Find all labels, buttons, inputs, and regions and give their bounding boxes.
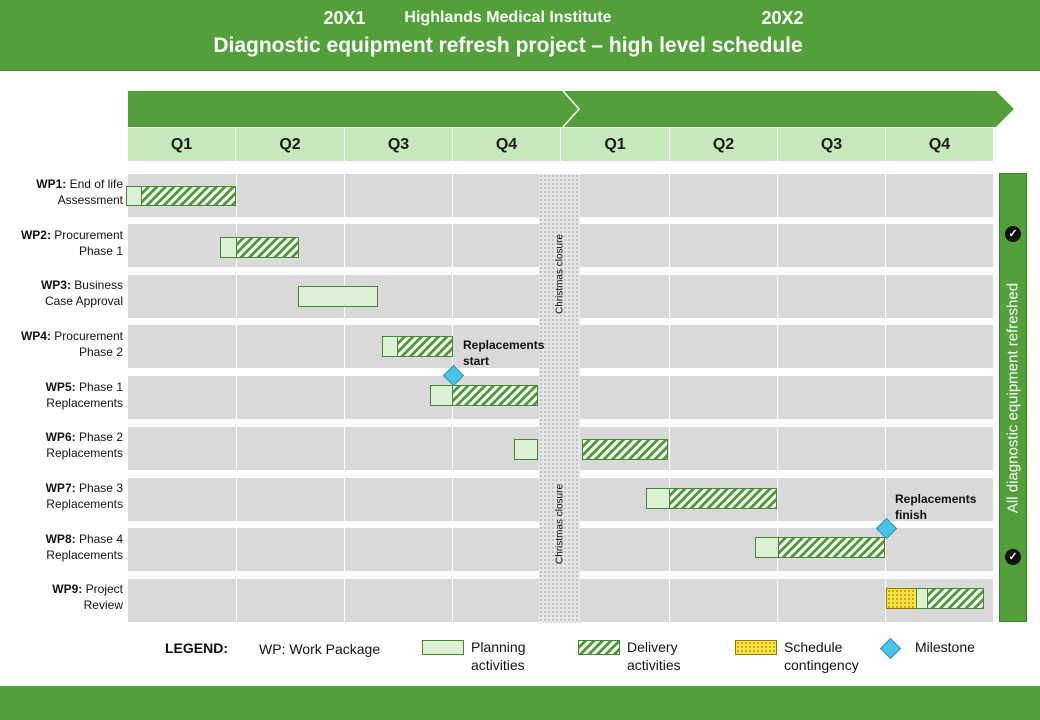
- planning-bar: [646, 488, 670, 509]
- wp-label-5: WP5: Phase 1 Replacements: [45, 380, 123, 410]
- legend-planning-swatch: [422, 640, 464, 655]
- delivery-bar: [927, 588, 984, 609]
- legend-milestone-icon: [879, 637, 902, 660]
- quarter-gridline: [344, 174, 345, 623]
- footer-bar: [0, 686, 1040, 720]
- quarter-header: Q4: [886, 128, 994, 161]
- quarter-header: Q1: [561, 128, 670, 161]
- milestone-start-label: Replacements start: [463, 338, 545, 368]
- planning-bar: [126, 186, 142, 206]
- contingency-bar: [886, 588, 917, 609]
- planning-bar: [298, 286, 378, 307]
- legend-planning-label: Planning activities: [471, 639, 526, 673]
- wp-label-4: WP4: Procurement Phase 2: [20, 329, 123, 359]
- year-label-1: 20X1: [323, 8, 366, 28]
- legend-title: LEGEND:: [165, 640, 228, 656]
- wp-label-7: WP7: Phase 3 Replacements: [45, 481, 123, 511]
- milestone-finish-label: Replacements finish: [895, 492, 977, 522]
- delivery-bar: [452, 385, 538, 406]
- page-title: Diagnostic equipment refresh project – h…: [213, 34, 803, 57]
- wp-label-2: WP2: Procurement Phase 1: [20, 228, 123, 258]
- legend-wp: WP: Work Package: [259, 641, 381, 657]
- quarter-gridline: [669, 174, 670, 623]
- quarter-header: Q1: [128, 128, 236, 161]
- wp-label-8: WP8: Phase 4 Replacements: [45, 532, 123, 562]
- year-label-2: 20X2: [761, 8, 804, 28]
- year-divider-chevron: [562, 91, 581, 127]
- planning-bar: [514, 439, 538, 460]
- legend-contingency-label: Schedule contingency: [784, 639, 859, 673]
- wp-label-6: WP6: Phase 2 Replacements: [45, 430, 123, 460]
- planning-bar: [382, 336, 398, 357]
- check-icon-top: ✓: [1005, 226, 1021, 242]
- quarter-gridline: [885, 174, 886, 623]
- legend-delivery-label: Delivery activities: [627, 639, 681, 673]
- quarter-gridline: [777, 174, 778, 623]
- closure-label-top: Christmas closure: [554, 233, 566, 315]
- planning-bar: [220, 237, 237, 258]
- closure-label-bottom: Christmas closure: [554, 483, 566, 565]
- legend-milestone-label: Milestone: [915, 639, 975, 655]
- quarter-header: Q2: [670, 128, 778, 161]
- quarter-header: Q3: [778, 128, 886, 161]
- quarter-gridline: [236, 174, 237, 623]
- planning-bar: [430, 385, 453, 406]
- delivery-bar: [236, 237, 299, 258]
- title-banner: [0, 0, 1040, 71]
- legend-contingency-swatch: [735, 640, 777, 655]
- quarter-header: Q4: [453, 128, 561, 161]
- year-arrow-banner: [128, 91, 1014, 127]
- check-icon-bottom: ✓: [1005, 549, 1021, 565]
- wp-label-1: WP1: End of life Assessment: [36, 177, 123, 207]
- year-arrow-shape: [128, 91, 1014, 127]
- planning-bar: [755, 537, 779, 558]
- completion-banner: [999, 173, 1027, 622]
- quarter-header: Q3: [345, 128, 453, 161]
- delivery-bar: [397, 336, 453, 357]
- quarter-header: Q2: [236, 128, 345, 161]
- delivery-bar: [778, 537, 885, 558]
- wp-label-3: WP3: Business Case Approval: [40, 278, 123, 308]
- delivery-bar: [141, 186, 236, 206]
- delivery-bar: [582, 439, 668, 460]
- legend-delivery-swatch: [578, 640, 620, 655]
- wp-label-9: WP9: Project Review: [52, 582, 123, 612]
- organization-name: Highlands Medical Institute: [404, 9, 612, 26]
- christmas-closure-band: [539, 174, 580, 623]
- delivery-bar: [669, 488, 777, 509]
